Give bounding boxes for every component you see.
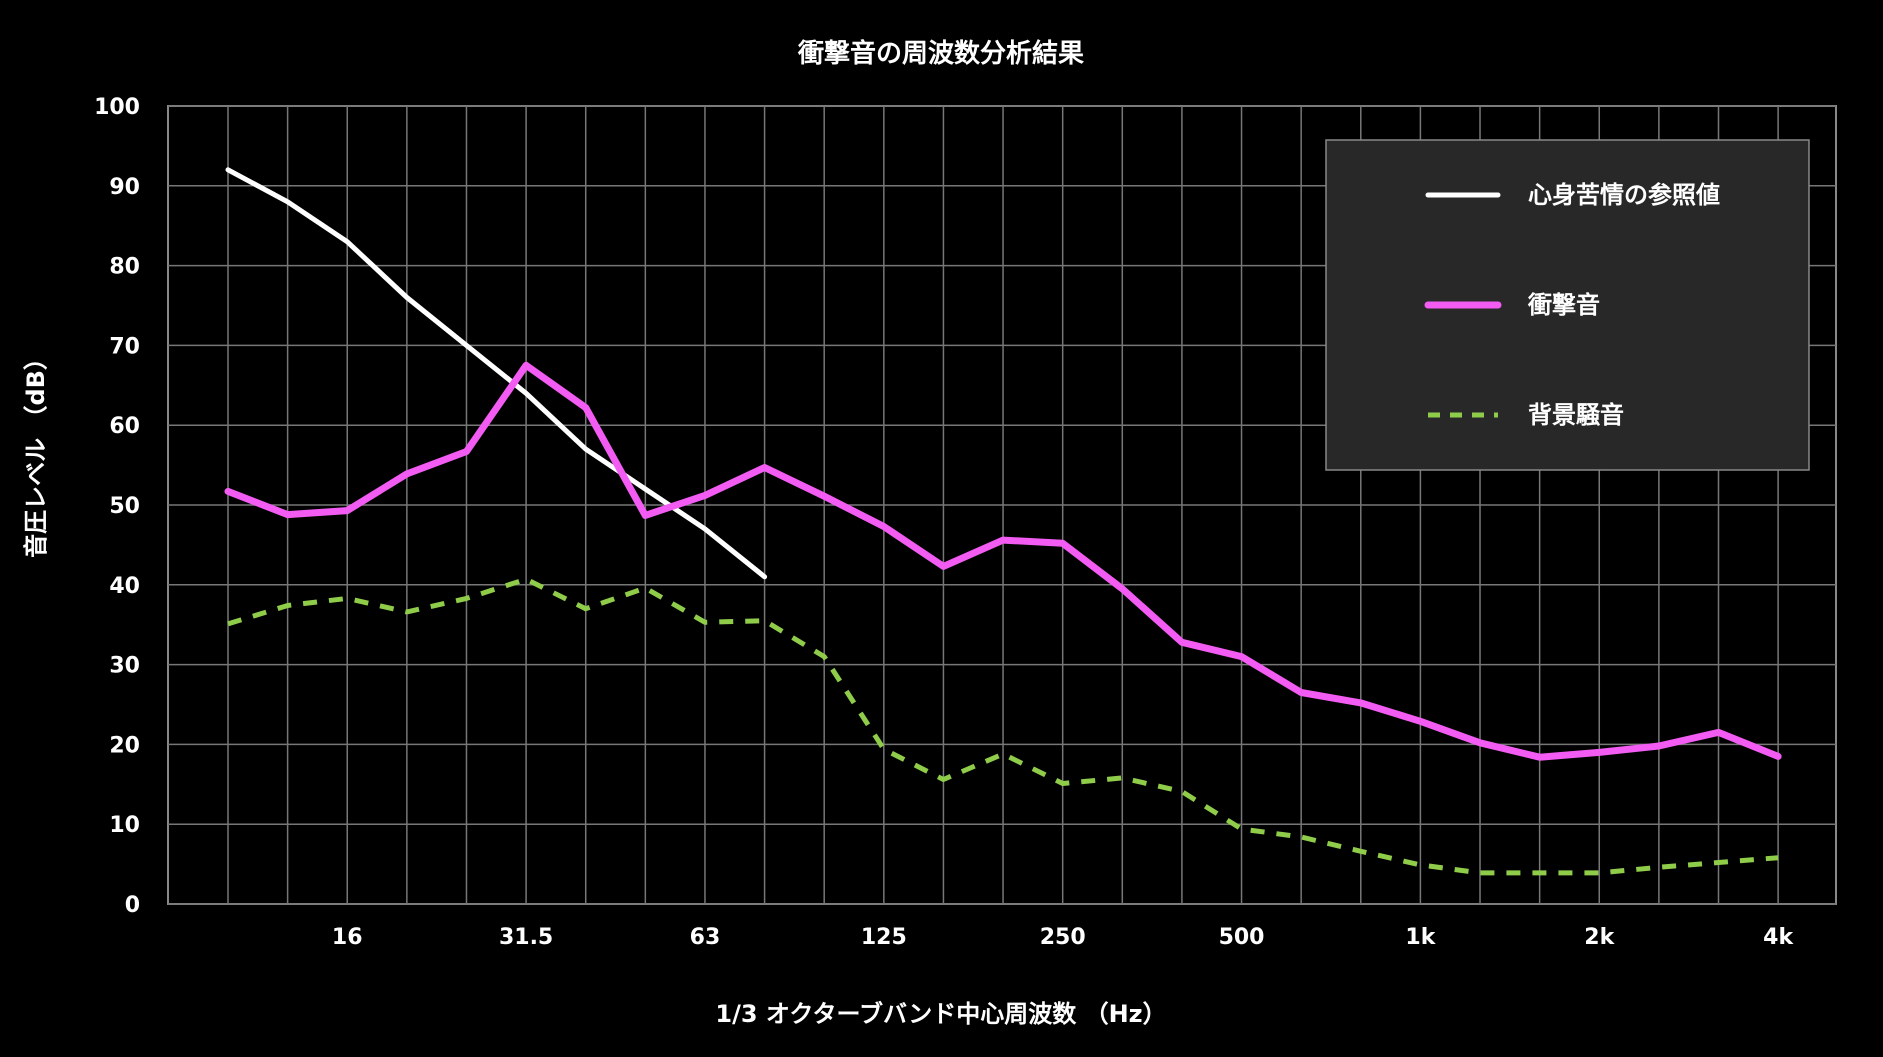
x-tick-label: 31.5	[499, 925, 553, 950]
y-tick-label: 0	[125, 893, 140, 918]
legend-label-3: 背景騒音	[1528, 401, 1624, 429]
y-tick-label: 30	[109, 654, 140, 679]
x-tick-label: 125	[861, 925, 907, 950]
y-tick-label: 50	[109, 494, 140, 519]
x-tick-label: 250	[1040, 925, 1086, 950]
x-tick-label: 500	[1219, 925, 1265, 950]
x-tick-label: 63	[690, 925, 721, 950]
legend-box	[1325, 139, 1810, 471]
y-tick-label: 20	[109, 733, 140, 758]
x-tick-label: 16	[332, 925, 363, 950]
y-tick-label: 70	[109, 334, 140, 359]
y-tick-label: 80	[109, 255, 140, 280]
series-line-3	[227, 576, 1779, 876]
legend-label-1: 心身苦情の参照値	[1528, 181, 1720, 209]
y-tick-label: 90	[109, 175, 140, 200]
y-tick-label: 10	[109, 813, 140, 838]
x-axis-label: 1/3 オクターブバンド中心周波数 （Hz）	[715, 1000, 1166, 1028]
x-tick-label: 2k	[1584, 925, 1615, 950]
series-layer	[224, 167, 1782, 876]
x-ticks: 16 31.5 63 125 250 500 1k 2k 4k	[332, 925, 1795, 950]
y-tick-label: 40	[109, 574, 140, 599]
y-ticks: 0 10 20 30 40 50 60 70 80 90 100	[94, 95, 140, 918]
legend-label-2: 衝撃音	[1527, 291, 1600, 319]
y-tick-label: 60	[109, 414, 140, 439]
x-tick-label: 4k	[1763, 925, 1794, 950]
y-tick-label: 100	[94, 95, 140, 120]
x-tick-label: 1k	[1405, 925, 1436, 950]
series-line-2	[224, 361, 1782, 761]
y-axis-label: 音圧レベル （dB）	[22, 346, 50, 558]
chart-title: 衝撃音の周波数分析結果	[797, 38, 1084, 69]
